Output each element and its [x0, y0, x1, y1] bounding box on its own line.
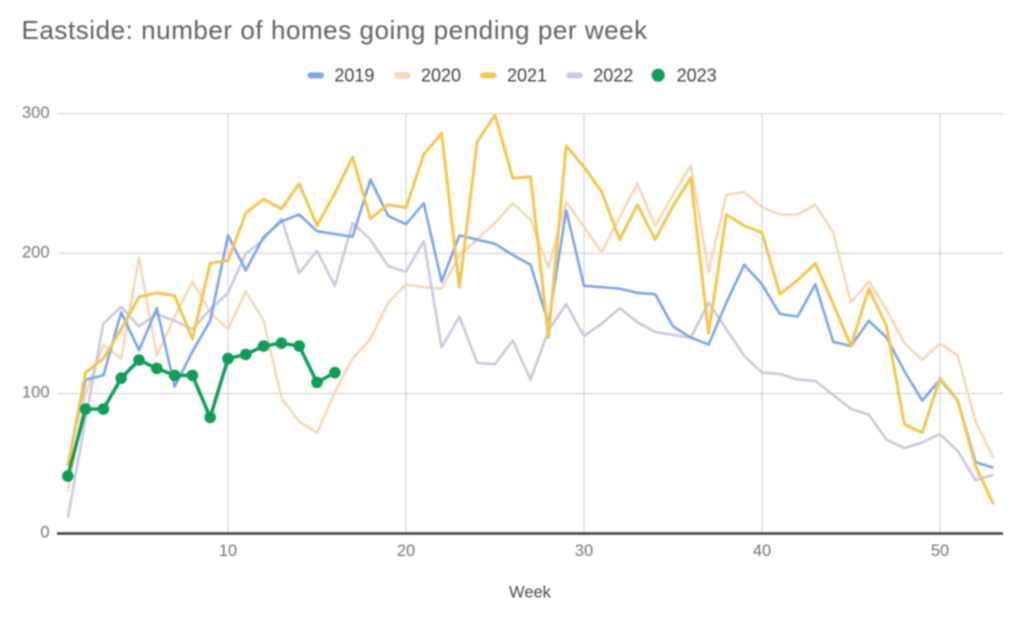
svg-text:2022: 2022 [593, 66, 633, 86]
svg-text:30: 30 [575, 542, 593, 560]
svg-text:2021: 2021 [507, 66, 547, 86]
svg-text:Week: Week [509, 584, 552, 602]
svg-text:20: 20 [397, 542, 415, 560]
svg-text:10: 10 [219, 542, 237, 560]
svg-text:100: 100 [22, 384, 50, 402]
svg-text:50: 50 [931, 542, 949, 560]
svg-text:2020: 2020 [421, 66, 461, 86]
svg-text:Eastside: number of homes goin: Eastside: number of homes going pending … [22, 15, 649, 45]
svg-text:40: 40 [753, 542, 771, 560]
svg-text:300: 300 [22, 104, 50, 122]
svg-text:2023: 2023 [677, 66, 717, 86]
svg-text:200: 200 [22, 244, 50, 262]
svg-text:0: 0 [40, 524, 49, 542]
svg-text:2019: 2019 [334, 66, 374, 86]
